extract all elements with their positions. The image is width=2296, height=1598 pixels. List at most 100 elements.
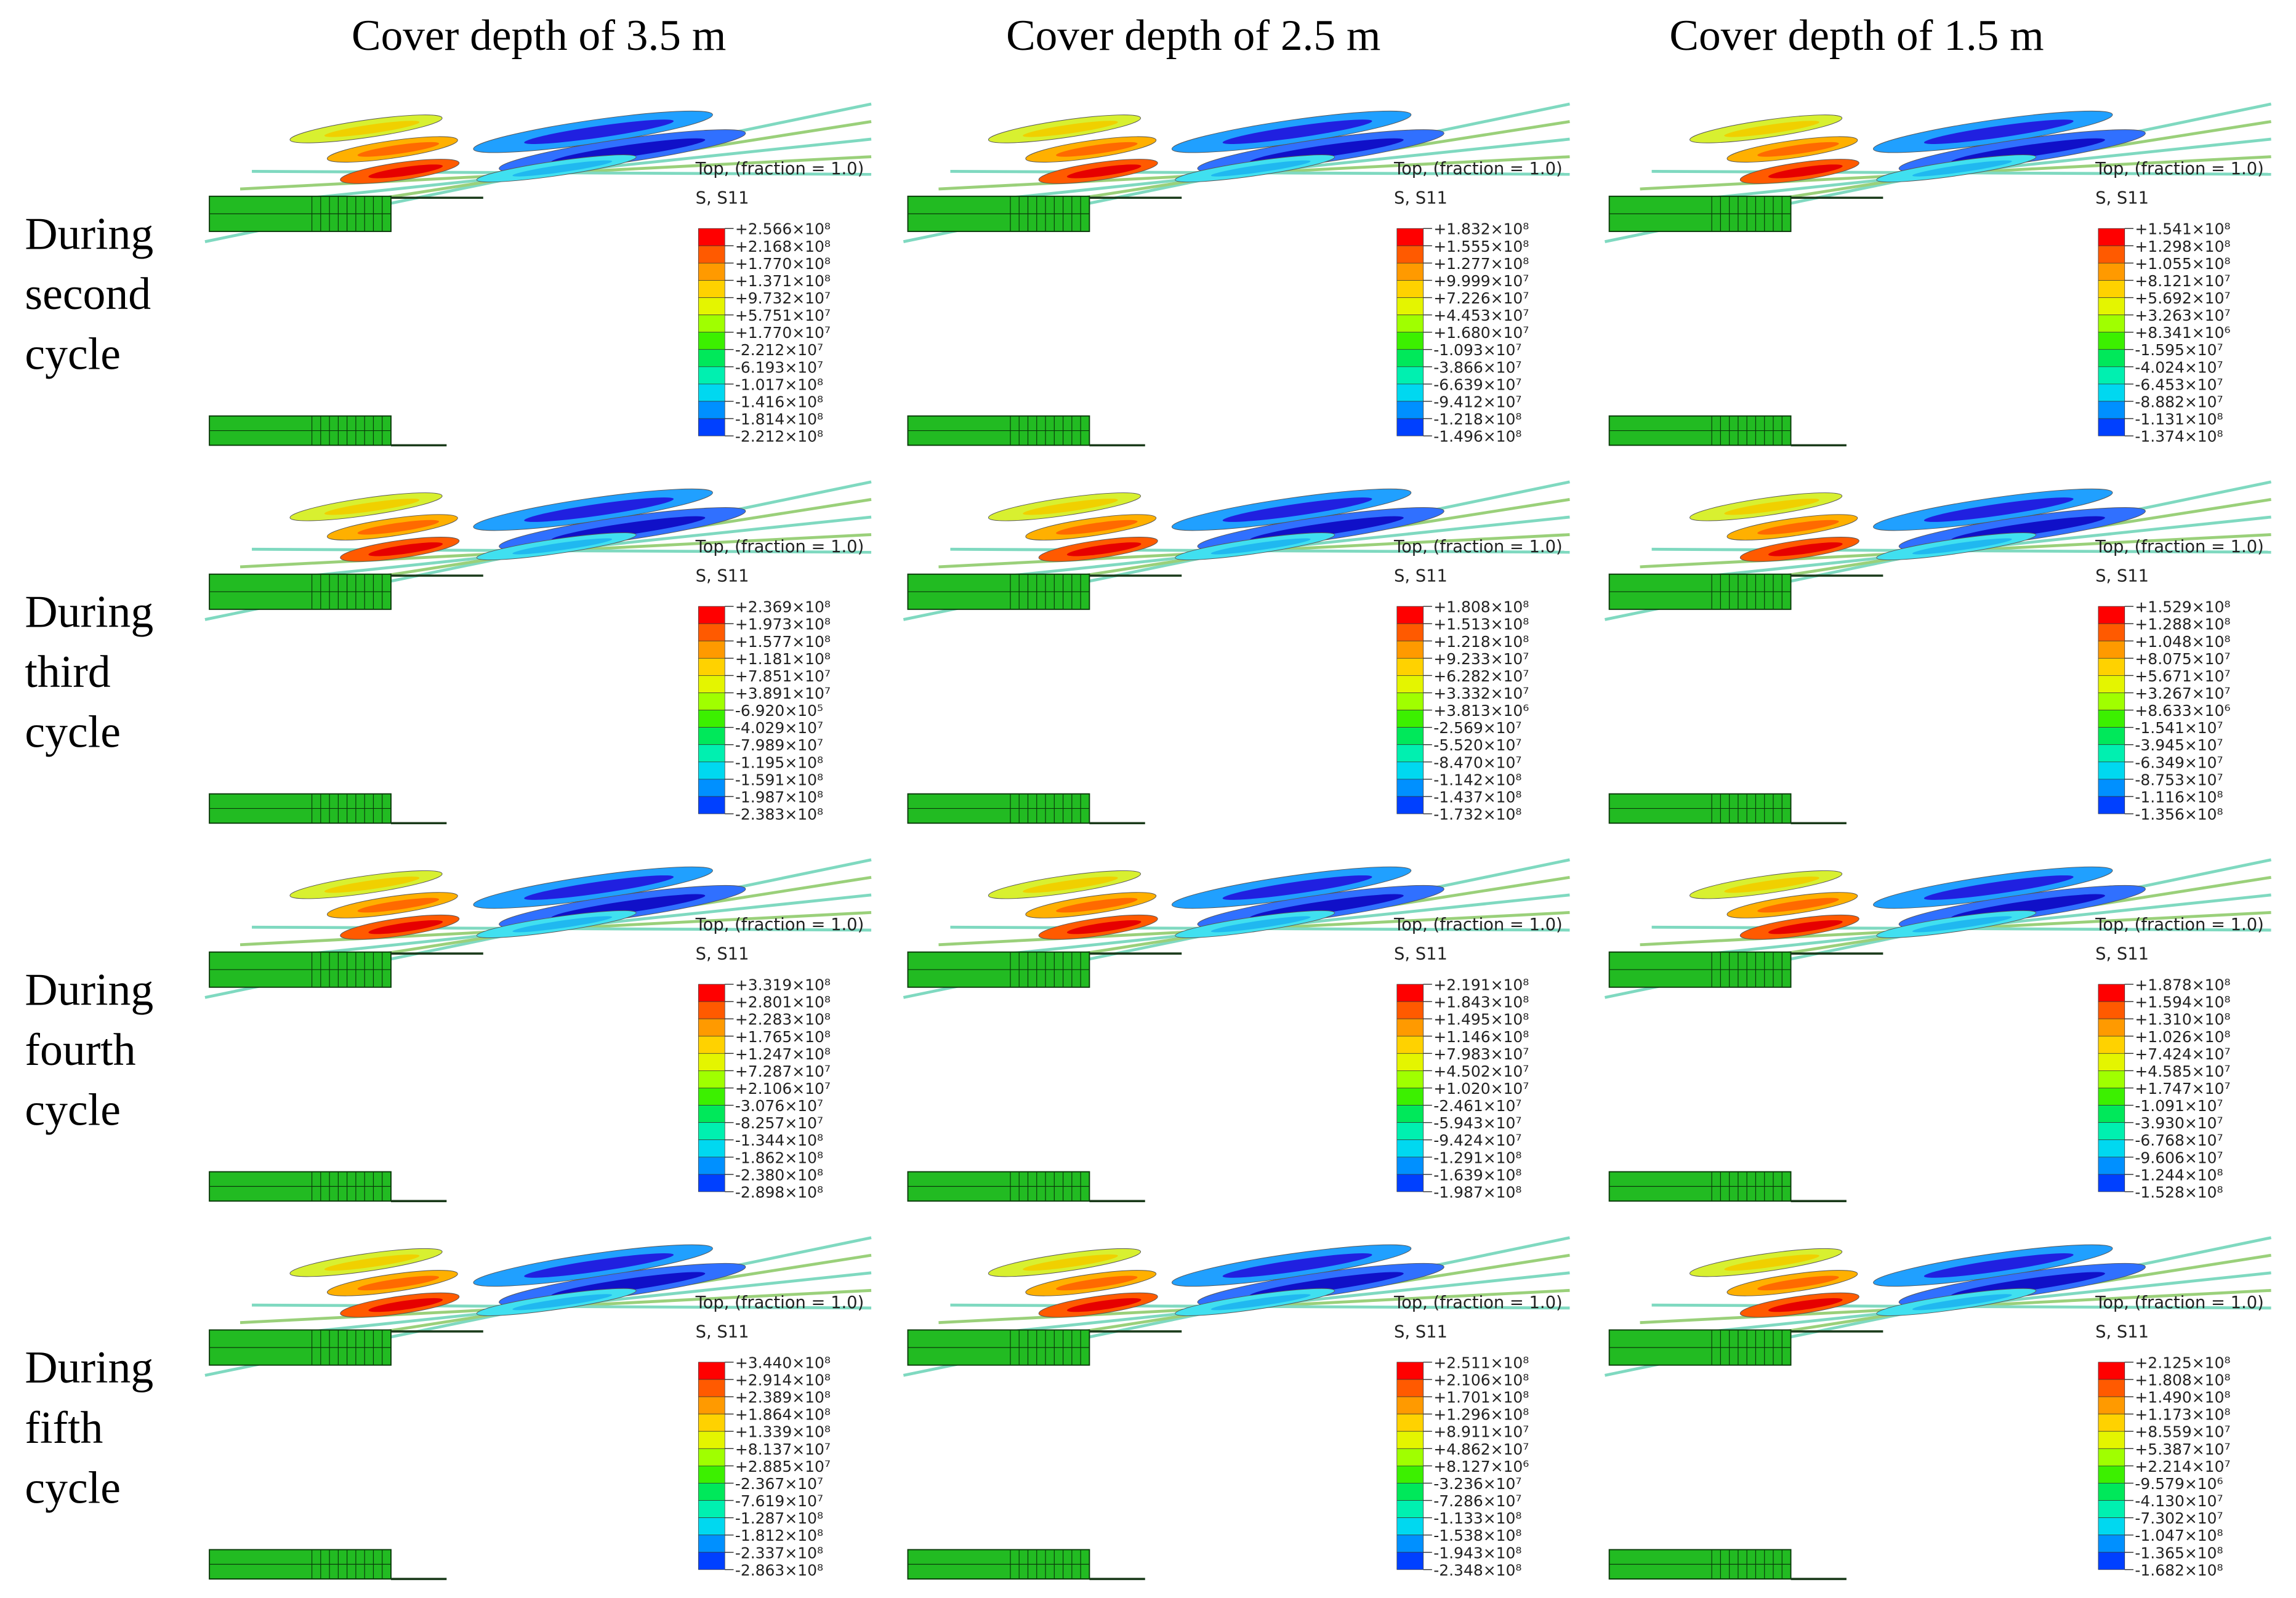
legend-label: -7.989×10⁷ bbox=[735, 736, 823, 754]
colorbar-band bbox=[2098, 1174, 2125, 1192]
colorbar-band bbox=[1396, 1122, 1424, 1141]
colorbar-band bbox=[1396, 1379, 1424, 1397]
colorbar-band bbox=[1396, 1139, 1424, 1158]
legend-label: -8.753×10⁷ bbox=[2135, 771, 2223, 789]
legend-label: -7.302×10⁷ bbox=[2135, 1509, 2223, 1527]
panel-variable: S, S11 bbox=[1394, 189, 1448, 208]
legend-label: +2.191×10⁸ bbox=[1433, 976, 1529, 994]
colorbar-band bbox=[2098, 262, 2125, 281]
colorbar-band bbox=[698, 1413, 725, 1432]
colorbar-band bbox=[2098, 1018, 2125, 1037]
legend-label: +1.973×10⁸ bbox=[735, 616, 831, 633]
legend-label: -1.682×10⁸ bbox=[2135, 1561, 2223, 1579]
legend-label: -1.142×10⁸ bbox=[1433, 771, 1521, 789]
colorbar-band bbox=[698, 349, 725, 367]
colorbar-band bbox=[1396, 675, 1424, 693]
colorbar-band bbox=[2098, 1070, 2125, 1088]
contour-core bbox=[368, 542, 443, 556]
panel-caption: Top, (fraction = 1.0) bbox=[1393, 1293, 1563, 1312]
legend-label: -1.732×10⁸ bbox=[1433, 806, 1521, 824]
legend-label: +1.864×10⁸ bbox=[735, 1406, 831, 1424]
legend-label: +1.048×10⁸ bbox=[2135, 633, 2230, 651]
colorbar-band bbox=[2098, 1362, 2125, 1380]
colorbar-band bbox=[1396, 366, 1424, 385]
panel-variable: S, S11 bbox=[1394, 567, 1448, 586]
colorbar-band bbox=[698, 1483, 725, 1501]
colorbar-band bbox=[1396, 1088, 1424, 1106]
panel-variable: S, S11 bbox=[2095, 189, 2149, 208]
legend-label: +1.181×10⁸ bbox=[735, 650, 831, 668]
legend-label: -3.930×10⁷ bbox=[2135, 1114, 2223, 1132]
colorbar-band bbox=[2098, 383, 2125, 402]
legend-label: +5.692×10⁷ bbox=[2135, 289, 2230, 307]
colorbar-band bbox=[698, 1552, 725, 1570]
legend-label: -2.898×10⁸ bbox=[735, 1183, 823, 1201]
contour-core bbox=[357, 520, 440, 535]
legend-label: +5.387×10⁷ bbox=[2135, 1440, 2230, 1458]
colorbar-band bbox=[698, 1396, 725, 1415]
legend-label: +7.851×10⁷ bbox=[735, 667, 831, 685]
colorbar-band bbox=[2098, 984, 2125, 1002]
colorbar-band bbox=[1396, 297, 1424, 315]
colorbar-band bbox=[2098, 1431, 2125, 1449]
legend-label: +1.218×10⁸ bbox=[1433, 633, 1529, 651]
row-label: During bbox=[25, 586, 153, 636]
legend-label: +2.106×10⁸ bbox=[1433, 1371, 1529, 1389]
panel-variable: S, S11 bbox=[2095, 1322, 2149, 1341]
legend-label: +1.555×10⁸ bbox=[1433, 238, 1529, 255]
colorbar-band bbox=[698, 1500, 725, 1518]
legend-label: +1.594×10⁸ bbox=[2135, 994, 2230, 1011]
legend-label: -1.374×10⁸ bbox=[2135, 428, 2223, 446]
legend-label: -9.424×10⁷ bbox=[1433, 1131, 1521, 1149]
colorbar-band bbox=[1396, 693, 1424, 710]
legend-label: +1.371×10⁸ bbox=[735, 272, 831, 290]
contour-core bbox=[1912, 916, 2012, 933]
contour-core bbox=[1222, 875, 1372, 900]
colorbar-band bbox=[698, 366, 725, 385]
legend-label: -1.287×10⁸ bbox=[735, 1509, 823, 1527]
legend-label: +2.369×10⁸ bbox=[735, 598, 831, 616]
panel-caption: Top, (fraction = 1.0) bbox=[1393, 915, 1563, 934]
legend-label: -1.116×10⁸ bbox=[2135, 788, 2223, 806]
colorbar-band bbox=[2098, 1139, 2125, 1158]
panel-caption: Top, (fraction = 1.0) bbox=[1393, 159, 1563, 179]
legend-label: +9.999×10⁷ bbox=[1433, 272, 1529, 290]
legend-label: +4.585×10⁷ bbox=[2135, 1062, 2230, 1080]
contour-panel: Top, (fraction = 1.0)S, S11+1.808×10⁸+1.… bbox=[903, 480, 1570, 825]
contour-core bbox=[324, 499, 420, 515]
contour-core bbox=[512, 1294, 613, 1311]
legend-label: +1.310×10⁸ bbox=[2135, 1011, 2230, 1029]
legend-label: +1.146×10⁸ bbox=[1433, 1028, 1529, 1046]
colorbar-band bbox=[2098, 1053, 2125, 1071]
legend-label: +2.885×10⁷ bbox=[735, 1458, 831, 1476]
contour-panel: Top, (fraction = 1.0) S, S11 +2.511×10⁸+2.… bbox=[903, 1236, 1570, 1580]
contour-core bbox=[524, 875, 674, 900]
legend-label: +1.173×10⁸ bbox=[2135, 1406, 2230, 1424]
legend-label: -1.538×10⁸ bbox=[1433, 1527, 1521, 1544]
contour-panel: Top, (fraction = 1.0)S, S11+3.440×10⁸+2.… bbox=[204, 1236, 872, 1580]
colorbar-band bbox=[698, 245, 725, 263]
legend-label: +2.566×10⁸ bbox=[735, 220, 831, 238]
legend-label: +6.282×10⁷ bbox=[1433, 667, 1529, 685]
colorbar-band bbox=[1396, 779, 1424, 797]
colorbar-band bbox=[2098, 1448, 2125, 1466]
colorbar-band bbox=[1396, 332, 1424, 350]
legend-label: +5.751×10⁷ bbox=[735, 307, 831, 324]
contour-core bbox=[1757, 520, 1839, 535]
legend-label: -3.236×10⁷ bbox=[1433, 1475, 1521, 1493]
legend-label: +1.298×10⁸ bbox=[2135, 238, 2230, 255]
contour-panel: Top, (fraction = 1.0) S, S11 +2.566×10⁸+2.… bbox=[204, 102, 872, 447]
legend-label: +8.633×10⁶ bbox=[2135, 702, 2230, 720]
legend-label: +1.026×10⁸ bbox=[2135, 1028, 2230, 1046]
colorbar-band bbox=[2098, 1466, 2125, 1484]
colorbar-band bbox=[2098, 418, 2125, 436]
contour-core bbox=[1056, 142, 1138, 157]
legend-label: -1.639×10⁸ bbox=[1433, 1166, 1521, 1184]
legend-label: -1.862×10⁸ bbox=[735, 1149, 823, 1166]
panel-caption: Top, (fraction = 1.0) bbox=[695, 1293, 864, 1312]
colorbar-band bbox=[2098, 228, 2125, 246]
legend-label: -9.606×10⁷ bbox=[2135, 1149, 2223, 1166]
contour-core bbox=[1912, 538, 2012, 555]
legend-label: +8.121×10⁷ bbox=[2135, 272, 2230, 290]
